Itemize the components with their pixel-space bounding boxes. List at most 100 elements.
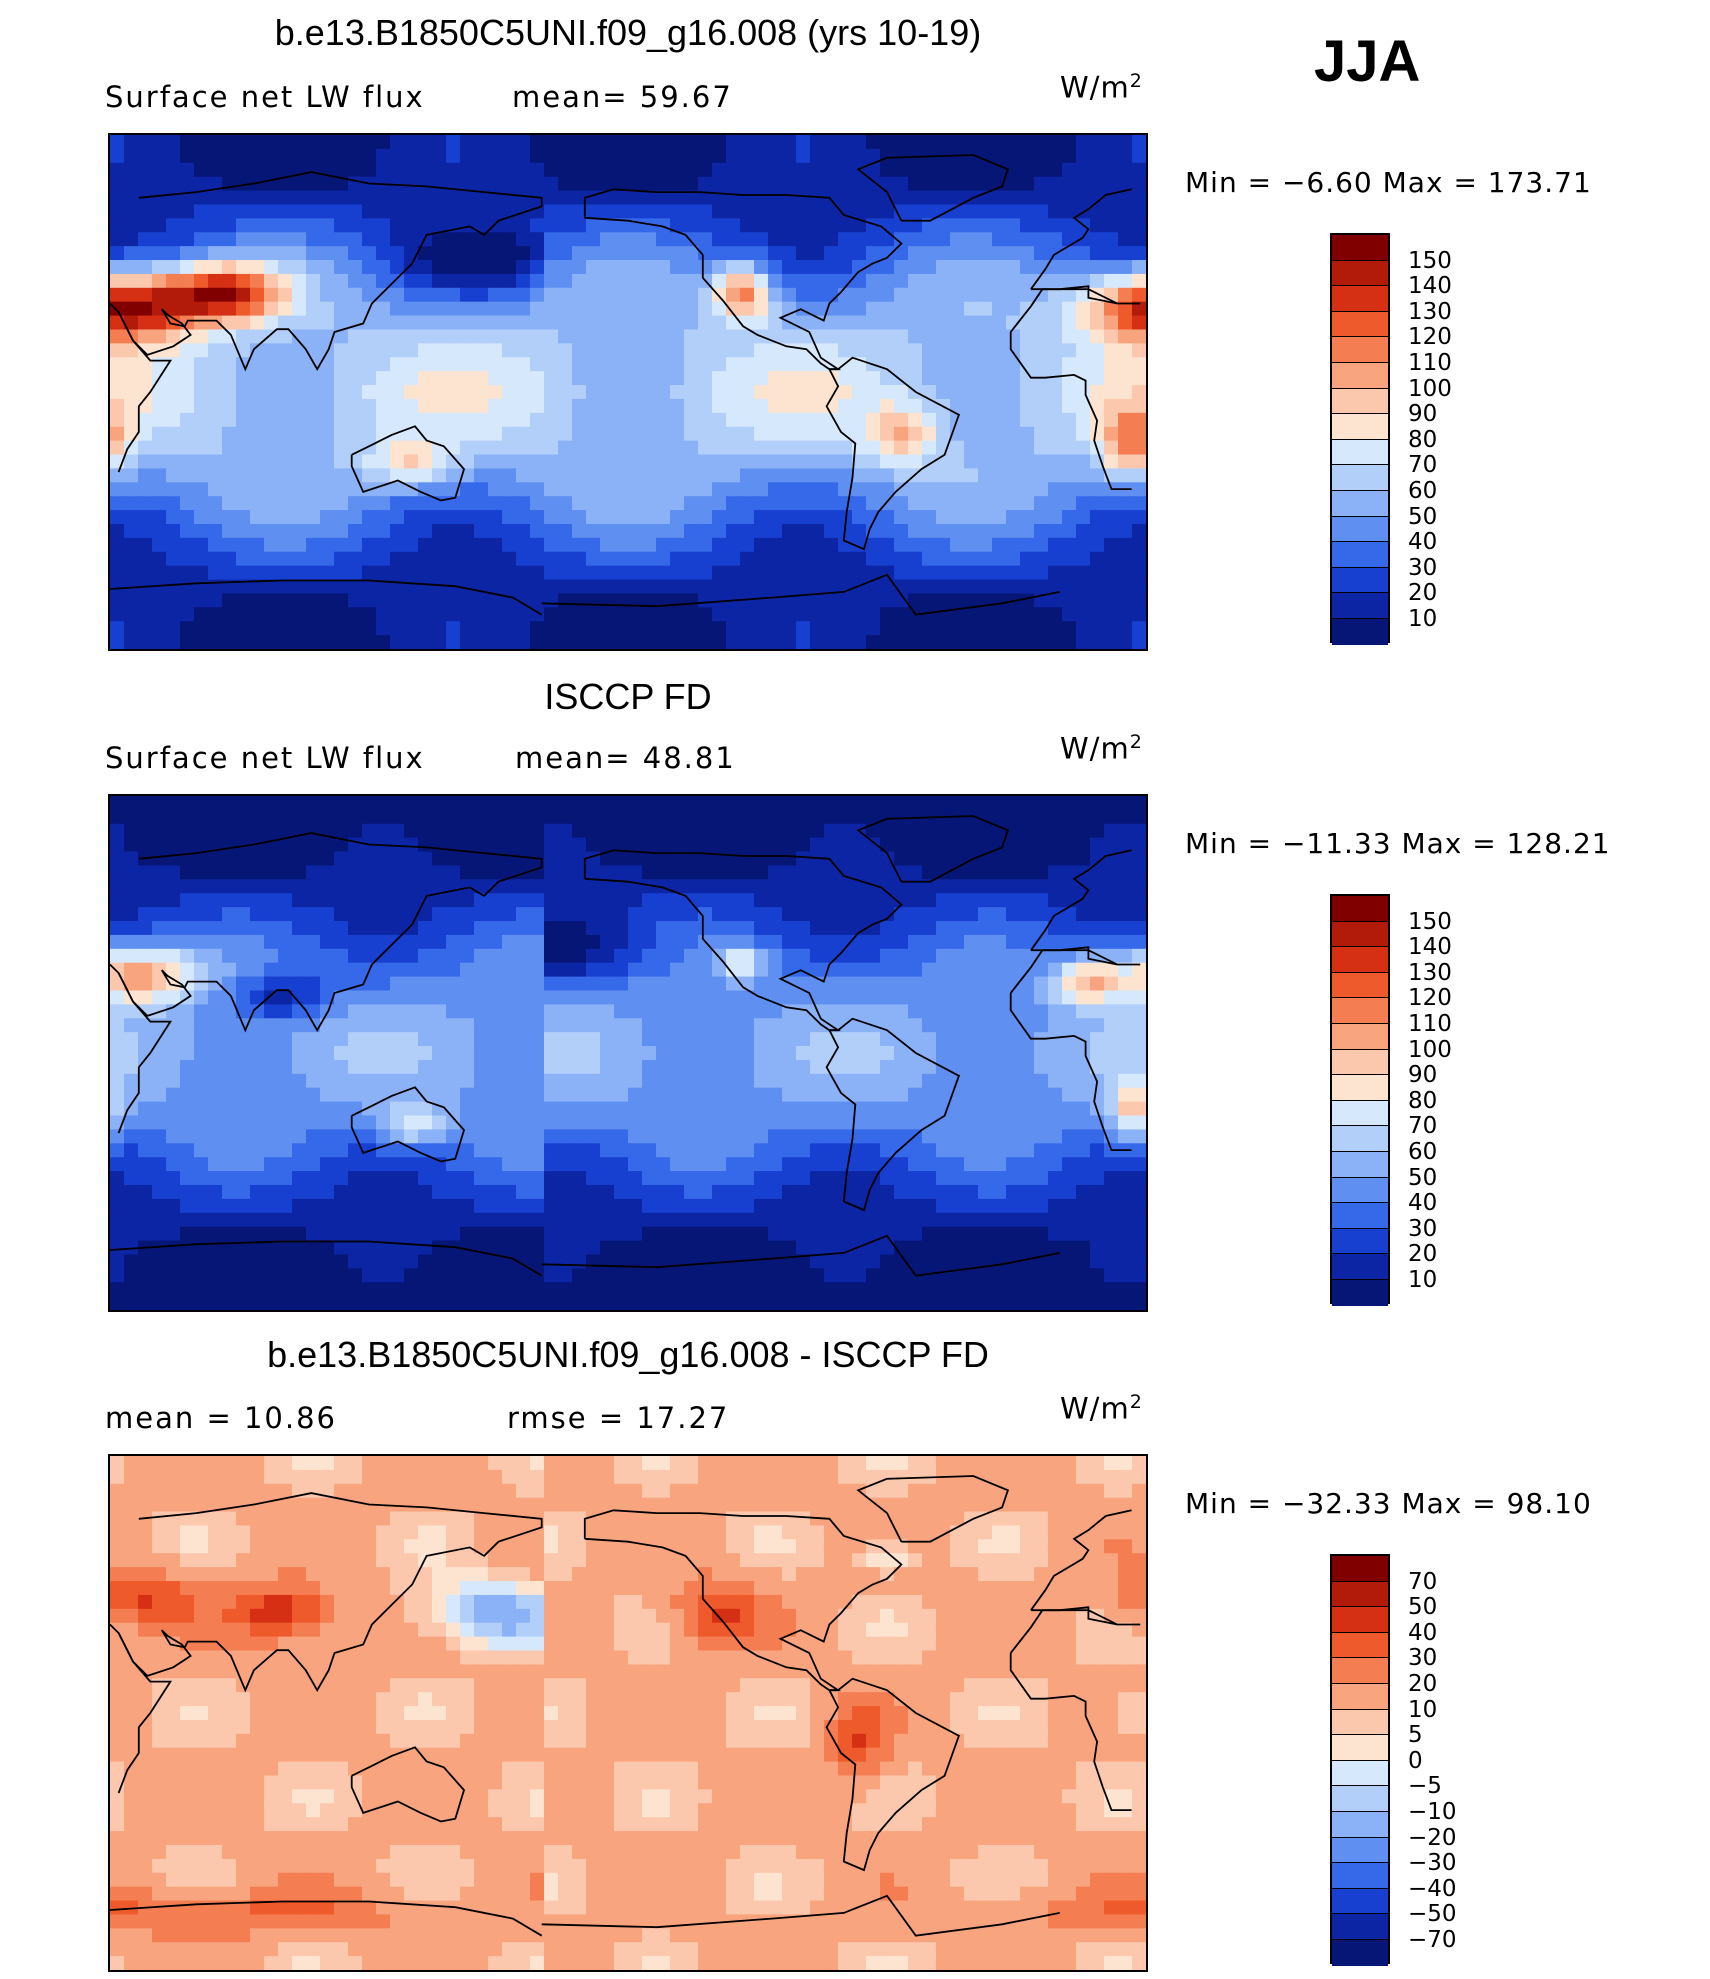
contour-cell [334, 1004, 349, 1019]
contour-cell [880, 593, 895, 608]
contour-cell [558, 1198, 573, 1214]
contour-cell [124, 1101, 139, 1117]
contour-cell [740, 1032, 755, 1047]
contour-cell [334, 1073, 349, 1089]
contour-cell [166, 440, 181, 456]
contour-cell [698, 976, 713, 992]
contour-cell [1048, 565, 1063, 581]
contour-cell [446, 1184, 461, 1200]
contour-cell [264, 907, 279, 922]
contour-cell [1132, 273, 1146, 289]
contour-cell [474, 537, 489, 553]
contour-cell [922, 551, 937, 567]
contour-cell [796, 1198, 811, 1214]
contour-cell [754, 273, 769, 289]
contour-cell [1020, 510, 1035, 525]
contour-cell [1132, 1059, 1146, 1075]
contour-cell [810, 246, 825, 261]
contour-cell [544, 482, 559, 497]
contour-cell [1062, 371, 1077, 386]
contour-cell [558, 218, 573, 233]
contour-cell [838, 921, 853, 936]
contour-cell [138, 135, 153, 150]
contour-cell [166, 809, 181, 825]
contour-cell [810, 796, 825, 811]
contour-cell [530, 204, 545, 219]
contour-cell [600, 1143, 615, 1158]
contour-cell [908, 962, 923, 978]
contour-cell [614, 593, 629, 608]
contour-cell [824, 809, 839, 825]
contour-cell [488, 934, 503, 950]
contour-cell [320, 593, 335, 608]
contour-cell [922, 190, 937, 206]
contour-cell [684, 1018, 699, 1033]
contour-cell [754, 607, 769, 622]
contour-cell [1006, 1073, 1021, 1089]
contour-cell [796, 454, 811, 469]
contour-cell [712, 796, 727, 811]
contour-cell [460, 385, 475, 400]
contour-cell [852, 976, 867, 992]
contour-cell [852, 635, 867, 649]
contour-cell [390, 232, 405, 247]
contour-cell [1076, 454, 1091, 469]
contour-cell [922, 218, 937, 233]
contour-cell [950, 246, 965, 261]
contour-cell [894, 454, 909, 469]
contour-cell [600, 398, 615, 414]
contour-cell [320, 1046, 335, 1061]
contour-cell [978, 1004, 993, 1019]
contour-cell [460, 879, 475, 894]
contour-cell [838, 551, 853, 567]
contour-cell [754, 1032, 769, 1047]
contour-cell [432, 1073, 447, 1089]
contour-cell [278, 260, 293, 275]
contour-cell [418, 837, 433, 853]
contour-cell [138, 1087, 153, 1103]
contour-cell [124, 510, 139, 525]
contour-cell [600, 468, 615, 483]
contour-cell [586, 357, 601, 372]
contour-cell [152, 329, 167, 344]
contour-cell [796, 809, 811, 825]
contour-cell [1048, 204, 1063, 219]
contour-cell [1020, 1129, 1035, 1144]
contour-cell [1076, 976, 1091, 992]
contour-cell [530, 523, 545, 539]
contour-cell [908, 907, 923, 922]
contour-cell [670, 385, 685, 400]
contour-cell [404, 232, 419, 247]
contour-cell [236, 865, 251, 880]
contour-cell [614, 218, 629, 233]
contour-cell [866, 343, 881, 358]
contour-cell [796, 218, 811, 233]
contour-cell [1076, 1087, 1091, 1103]
contour-cell [432, 218, 447, 233]
contour-cell [1104, 454, 1119, 469]
contour-cell [348, 246, 363, 261]
contour-cell [404, 1018, 419, 1033]
contour-cell [642, 1184, 657, 1200]
contour-cell [516, 976, 531, 992]
contour-cell [950, 948, 965, 964]
contour-cell [124, 190, 139, 206]
contour-cell [460, 510, 475, 525]
contour-cell [1076, 948, 1091, 964]
contour-cell [236, 1171, 251, 1186]
contour-cell [656, 1198, 671, 1214]
contour-cell [544, 412, 559, 428]
contour-cell [124, 204, 139, 219]
contour-cell [1132, 921, 1146, 936]
contour-cell [306, 976, 321, 992]
contour-cell [558, 990, 573, 1005]
contour-cell [992, 962, 1007, 978]
contour-cell [796, 1129, 811, 1144]
contour-cell [222, 135, 237, 150]
contour-cell [1062, 1046, 1077, 1061]
contour-cell [642, 934, 657, 950]
contour-cell [1076, 385, 1091, 400]
contour-cell [138, 1129, 153, 1144]
contour-cell [264, 1018, 279, 1033]
contour-cell [1048, 1059, 1063, 1075]
